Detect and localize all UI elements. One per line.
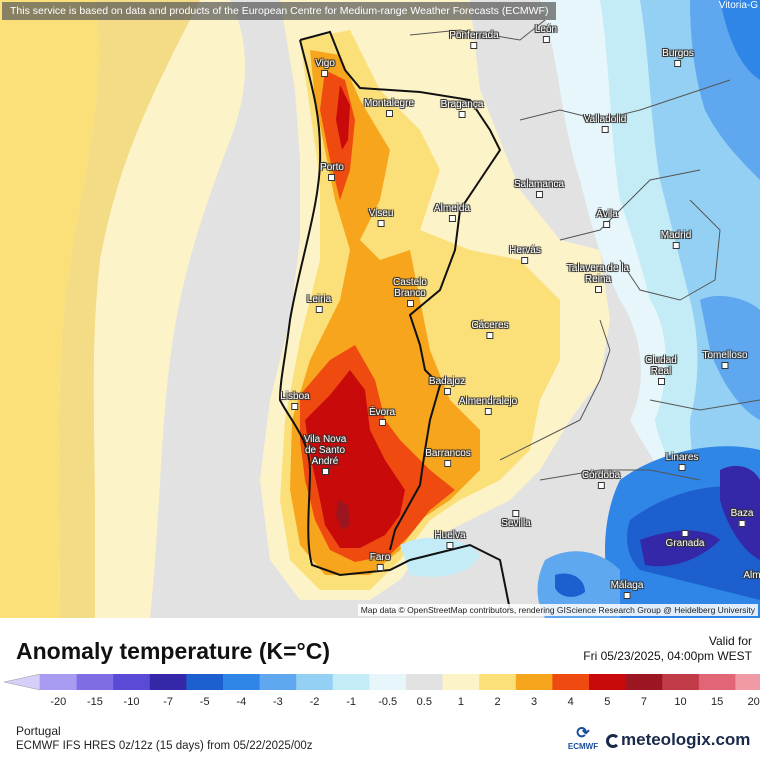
city-label: Lisboa (280, 391, 310, 410)
scale-swatch (625, 674, 663, 690)
scale-swatch (662, 674, 700, 690)
scale-swatch (442, 674, 480, 690)
ecmwf-logo: ⟳ ECMWF (567, 725, 599, 752)
scale-swatch (735, 674, 760, 690)
city-label: Granada (666, 530, 704, 549)
city-label: Évora (369, 407, 395, 426)
city-label: Valladolid (584, 114, 626, 133)
scale-swatch (76, 674, 114, 690)
city-label: Bragança (441, 99, 483, 118)
city-label: Montalegre (364, 98, 414, 117)
scale-swatch (149, 674, 187, 690)
city-label: Alm (743, 570, 760, 581)
city-label: Linares (666, 452, 698, 471)
scale-swatch (406, 674, 444, 690)
city-label: Viseu (369, 208, 393, 227)
ecmwf-swirl-icon: ⟳ (576, 725, 590, 742)
scale-swatch (589, 674, 627, 690)
city-label: Ponferrada (449, 30, 499, 49)
scale-tick-label: -15 (86, 696, 103, 708)
scale-tick-label: -2 (309, 696, 320, 708)
city-label: Ciudad Real (639, 355, 683, 385)
scale-tick-label: 2 (494, 696, 501, 708)
valid-label: Valid for (708, 634, 752, 648)
scale-swatch (479, 674, 517, 690)
city-label: Leiria (307, 294, 331, 313)
city-label: Ávila (596, 209, 618, 228)
city-label: Almeida (434, 203, 470, 222)
scale-tick-label: 10 (674, 696, 687, 708)
ecmwf-notice: This service is based on data and produc… (2, 2, 557, 20)
city-label: Tomelloso (702, 350, 748, 369)
city-label: Barrancos (425, 448, 471, 467)
city-label: Burgos (662, 48, 694, 67)
city-label: Baza (731, 508, 753, 527)
scale-tick-label: 7 (640, 696, 647, 708)
legend-panel: Anomaly temperature (K=°C) Valid for Fri… (0, 618, 760, 760)
scale-swatch (113, 674, 151, 690)
scale-tick-label: 4 (567, 696, 574, 708)
map-attribution: Map data © OpenStreetMap contributors, r… (357, 604, 758, 616)
scale-swatch (332, 674, 370, 690)
model-info: ECMWF IFS HRES 0z/12z (15 days) from 05/… (16, 740, 313, 752)
city-label: Faro (370, 552, 390, 571)
city-label: León (535, 24, 557, 43)
scale-swatch (259, 674, 297, 690)
scale-swatch (296, 674, 334, 690)
scale-tick-label: -3 (273, 696, 283, 708)
weather-map: This service is based on data and produc… (0, 0, 760, 618)
scale-tick-label: -7 (163, 696, 173, 708)
city-label: Badajoz (429, 376, 465, 395)
scale-tick-label: -10 (123, 696, 140, 708)
city-label-vitoria: Vitoria-G (718, 0, 758, 11)
city-label: Almendralejo (459, 396, 517, 415)
city-label: Vigo (315, 58, 335, 77)
scale-tick-label: 20 (747, 696, 760, 708)
city-label: Hervás (509, 245, 541, 264)
city-label: Huelva (434, 530, 466, 549)
city-label: Vila Nova de Santo André (297, 434, 353, 475)
city-label: Talavera de la Reina (566, 263, 630, 293)
anomaly-field (0, 0, 760, 618)
color-scale-bar (3, 673, 760, 691)
color-scale-ticks: -20 -15 -10 -7 -5 -4 -3 -2 -1 -0.5 0.5 1 2 3 4 5 7 10 15 20 (0, 696, 760, 710)
scale-tick-label: 0.5 (416, 696, 432, 708)
scale-swatch (186, 674, 224, 690)
coastline (278, 39, 511, 611)
city-label: Córdoba (582, 470, 620, 489)
scale-tick-label: 1 (457, 696, 464, 708)
scale-swatch (698, 674, 736, 690)
city-label: Porto (320, 162, 344, 181)
scale-swatch (515, 674, 553, 690)
scale-tick-label: -5 (199, 696, 210, 708)
scale-tick-label: -1 (346, 696, 356, 708)
scale-tick-label: 3 (531, 696, 538, 708)
scale-swatch (223, 674, 261, 690)
scale-swatch (369, 674, 407, 690)
city-label: Málaga (611, 580, 643, 599)
meteologix-brand: meteologix.com (606, 730, 750, 750)
city-label: Castelo Branco (385, 277, 435, 307)
city-label: Sevilla (501, 510, 531, 529)
border-pt-es (299, 30, 502, 551)
scale-tick-label: -20 (50, 696, 67, 708)
legend-title: Anomaly temperature (K=°C) (16, 638, 331, 664)
scale-min-arrow (3, 673, 41, 691)
city-label: Salamanca (514, 179, 564, 198)
city-label: Cáceres (471, 320, 509, 339)
meteologix-logo-icon (606, 734, 620, 748)
region-label: Portugal (16, 724, 61, 738)
scale-tick-label: 5 (604, 696, 611, 708)
scale-swatch (40, 674, 78, 690)
scale-swatch (552, 674, 590, 690)
scale-tick-label: -4 (236, 696, 247, 708)
valid-date: Fri 05/23/2025, 04:00pm WEST (583, 649, 752, 663)
city-label: Madrid (661, 230, 691, 249)
scale-tick-label: 15 (710, 696, 724, 708)
scale-tick-label: -0.5 (378, 696, 398, 708)
